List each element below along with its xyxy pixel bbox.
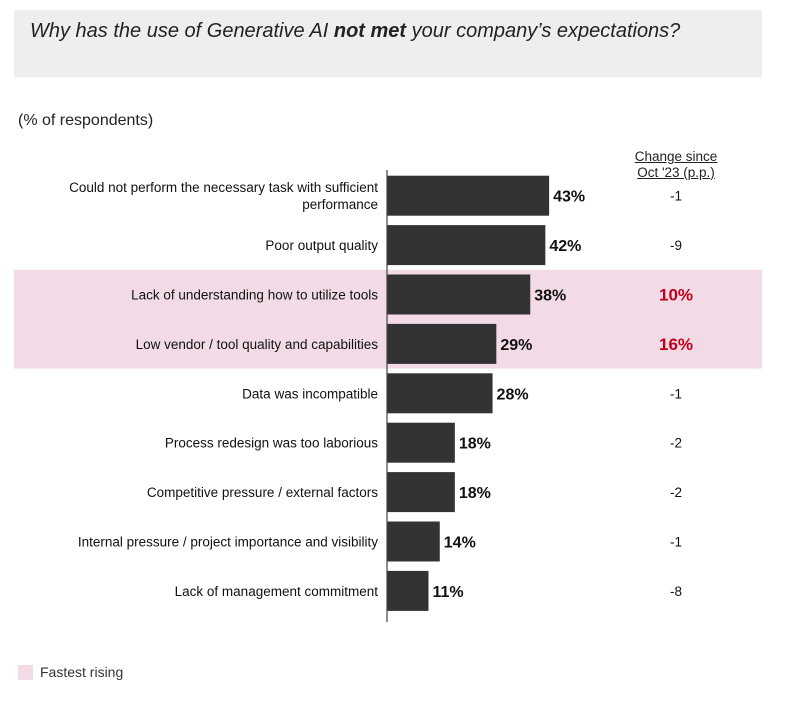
- bar: [387, 472, 455, 513]
- change-value: 10%: [659, 286, 693, 305]
- value-label: 18%: [459, 485, 491, 502]
- category-label: performance: [302, 197, 378, 212]
- category-label: Lack of understanding how to utilize too…: [131, 288, 378, 303]
- value-label: 38%: [534, 288, 566, 305]
- category-label: Low vendor / tool quality and capabiliti…: [136, 337, 379, 352]
- value-label: 29%: [500, 337, 532, 354]
- value-label: 43%: [553, 189, 585, 206]
- change-value: -1: [670, 535, 682, 550]
- title-box: Why has the use of Generative AI not met…: [14, 10, 762, 77]
- bar: [387, 422, 455, 463]
- bar: [387, 521, 440, 562]
- value-label: 14%: [444, 535, 476, 552]
- bar: [387, 570, 429, 611]
- change-header-line-2: Oct '23 (p.p.): [637, 165, 715, 180]
- legend-swatch: [18, 664, 33, 680]
- change-value: 16%: [659, 335, 693, 354]
- category-label: Data was incompatible: [242, 386, 378, 401]
- legend-label: Fastest rising: [40, 664, 124, 680]
- category-label: Internal pressure / project importance a…: [78, 535, 378, 550]
- change-value: -9: [670, 238, 682, 253]
- title-bold: not met: [333, 20, 407, 42]
- bar: [387, 225, 546, 266]
- change-column-header: Change since Oct '23 (p.p.): [610, 149, 742, 181]
- chart-subtitle: (% of respondents): [18, 112, 154, 129]
- category-label: Could not perform the necessary task wit…: [69, 180, 378, 195]
- change-header-line-1: Change since: [634, 149, 718, 164]
- category-label: Poor output quality: [265, 238, 378, 253]
- bar: [387, 274, 531, 315]
- title-part-2: your company’s expectations?: [406, 20, 681, 42]
- value-label: 18%: [459, 436, 491, 453]
- value-label: 42%: [549, 238, 581, 255]
- bar: [387, 373, 493, 414]
- category-label: Competitive pressure / external factors: [147, 485, 378, 500]
- change-value: -8: [670, 584, 682, 599]
- change-value: -2: [670, 485, 682, 500]
- bar: [387, 323, 497, 364]
- bar: [387, 175, 550, 216]
- change-value: -1: [670, 386, 682, 401]
- change-value: -2: [670, 436, 682, 451]
- value-label: 11%: [432, 584, 463, 601]
- chart-title: Why has the use of Generative AI not met…: [30, 20, 680, 43]
- value-label: 28%: [497, 386, 529, 403]
- category-label: Lack of management commitment: [175, 584, 379, 599]
- title-part-1: Why has the use of Generative AI: [30, 20, 334, 42]
- change-value: -1: [670, 189, 682, 204]
- category-label: Process redesign was too laborious: [165, 436, 378, 451]
- legend: Fastest rising: [18, 664, 123, 680]
